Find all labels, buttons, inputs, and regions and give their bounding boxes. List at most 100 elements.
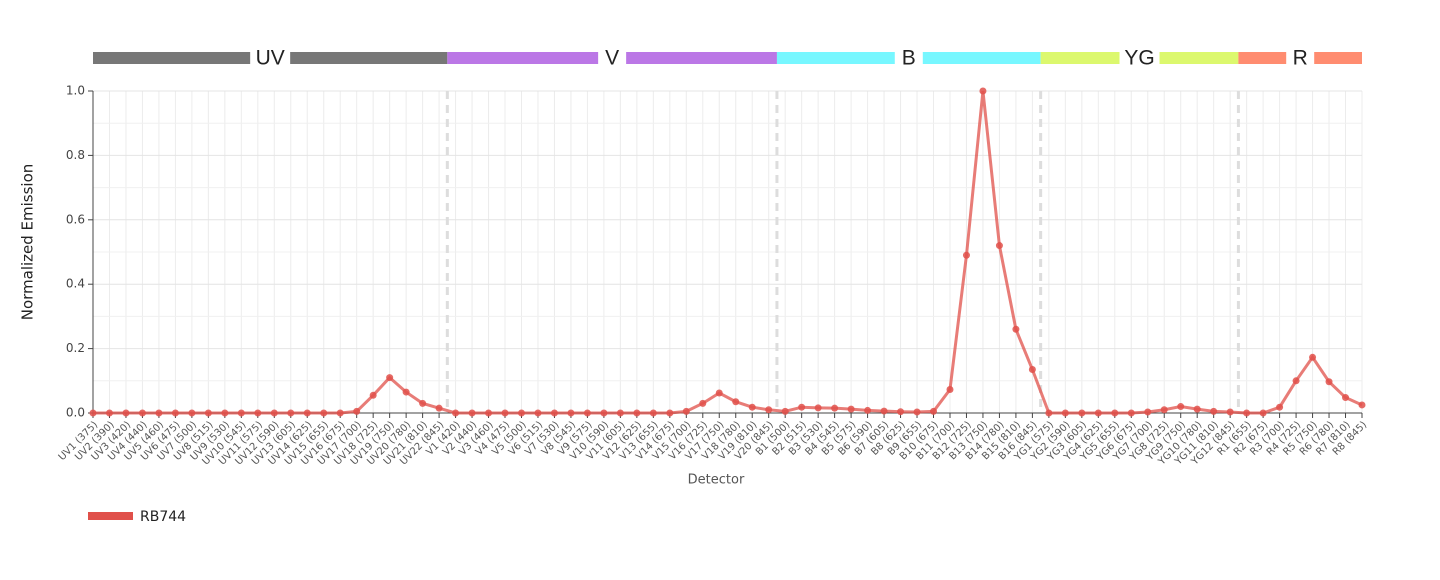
point	[517, 409, 525, 417]
point	[237, 409, 245, 417]
point	[930, 407, 938, 415]
point	[897, 408, 905, 416]
point	[1325, 378, 1333, 386]
band-label: YG	[1124, 47, 1154, 70]
point	[748, 403, 756, 411]
band-label: V	[605, 47, 619, 70]
y-tick-label: 0.8	[66, 148, 85, 162]
band-bar	[290, 52, 448, 64]
point	[468, 409, 476, 417]
point	[386, 374, 394, 382]
point	[1210, 407, 1218, 415]
point	[534, 409, 542, 417]
band-label: UV	[256, 47, 285, 70]
point	[1243, 409, 1251, 417]
point	[913, 408, 921, 416]
point	[798, 403, 806, 411]
point	[649, 409, 657, 417]
point	[962, 251, 970, 259]
point	[864, 406, 872, 414]
band-label: R	[1293, 47, 1308, 70]
point	[303, 409, 311, 417]
point	[353, 407, 361, 415]
point	[254, 409, 262, 417]
point	[979, 87, 987, 95]
point	[1259, 409, 1267, 417]
point	[188, 409, 196, 417]
band-bar	[1238, 52, 1287, 64]
point	[1111, 409, 1119, 417]
y-tick-label: 1.0	[66, 84, 85, 98]
point	[419, 399, 427, 407]
point	[995, 242, 1003, 250]
point	[880, 407, 888, 415]
band-label: B	[902, 47, 916, 70]
point	[633, 409, 641, 417]
point	[1358, 401, 1366, 409]
y-tick-label: 0.6	[66, 212, 85, 226]
point	[1276, 403, 1284, 411]
band-bar	[1159, 52, 1239, 64]
band-bar	[1040, 52, 1120, 64]
point	[814, 404, 822, 412]
point	[1012, 325, 1020, 333]
point	[1127, 409, 1135, 417]
point	[320, 409, 328, 417]
point	[171, 409, 179, 417]
point	[105, 409, 113, 417]
point	[1177, 403, 1185, 411]
point	[715, 389, 723, 397]
point	[946, 385, 954, 393]
legend-swatch	[88, 512, 133, 520]
point	[1045, 409, 1053, 417]
point	[1144, 408, 1152, 416]
point	[550, 409, 558, 417]
point	[616, 409, 624, 417]
point	[435, 404, 443, 412]
point	[682, 407, 690, 415]
point	[402, 388, 410, 396]
point	[1309, 353, 1317, 361]
point	[287, 409, 295, 417]
point	[1061, 409, 1069, 417]
band-bar	[1314, 52, 1362, 64]
point	[781, 407, 789, 415]
band-bar	[447, 52, 599, 64]
point	[1094, 409, 1102, 417]
point	[89, 409, 97, 417]
point	[501, 409, 509, 417]
point	[270, 409, 278, 417]
point	[1342, 394, 1350, 402]
point	[221, 409, 229, 417]
point	[699, 399, 707, 407]
point	[847, 405, 855, 413]
point	[831, 404, 839, 412]
point	[369, 391, 377, 399]
point	[600, 409, 608, 417]
y-tick-label: 0.4	[66, 277, 85, 291]
point	[567, 409, 575, 417]
band-bar	[93, 52, 251, 64]
point	[1292, 377, 1300, 385]
legend-label: RB744	[140, 509, 186, 525]
point	[732, 398, 740, 406]
point	[666, 409, 674, 417]
y-tick-label: 0.2	[66, 341, 85, 355]
x-axis-title: Detector	[688, 473, 745, 488]
point	[1193, 405, 1201, 413]
point	[452, 409, 460, 417]
y-tick-label: 0.0	[66, 406, 85, 420]
point	[204, 409, 212, 417]
band-bar	[922, 52, 1041, 64]
point	[1078, 409, 1086, 417]
point	[485, 409, 493, 417]
point	[1028, 366, 1036, 374]
band-bar	[626, 52, 777, 64]
point	[1226, 408, 1234, 416]
point	[155, 409, 163, 417]
point	[583, 409, 591, 417]
point	[765, 406, 773, 414]
point	[1160, 406, 1168, 414]
band-bar	[776, 52, 895, 64]
